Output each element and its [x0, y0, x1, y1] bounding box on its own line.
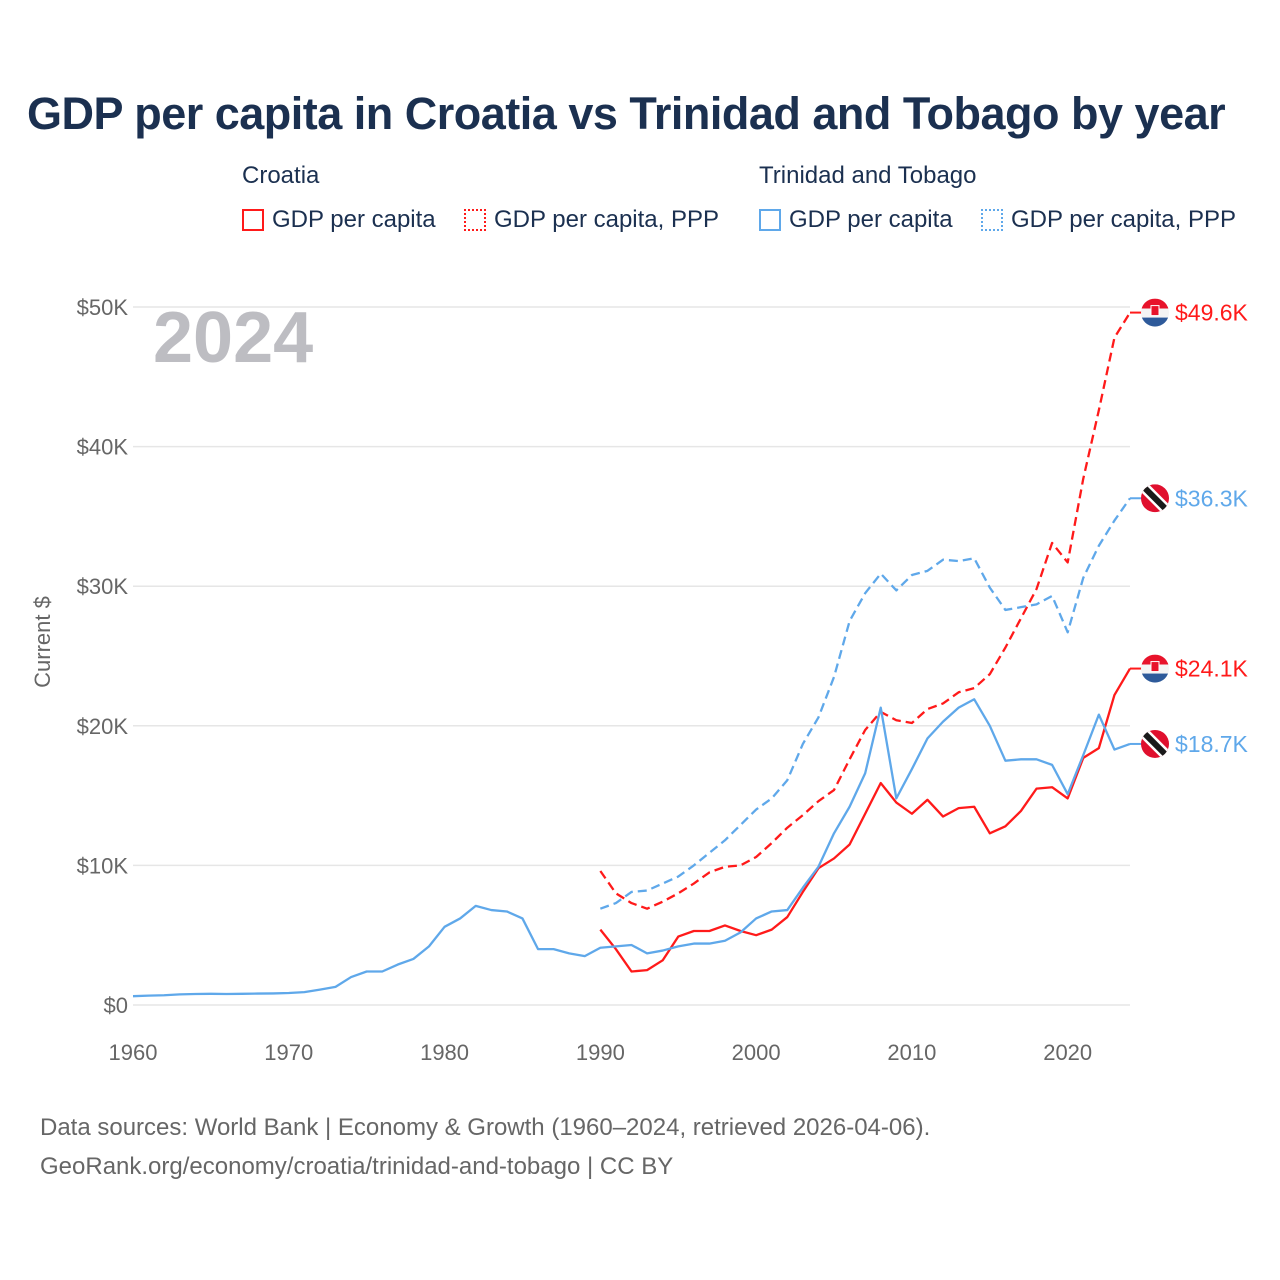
legend-item-trinidad-ppp[interactable]: GDP per capita, PPP [981, 206, 1236, 234]
trinidad-flag-icon [1141, 729, 1169, 758]
series-line-2 [132, 698, 1131, 998]
x-tick-label: 1970 [264, 1040, 313, 1065]
chart-title: GDP per capita in Croatia vs Trinidad an… [27, 88, 1226, 139]
series-line-1 [599, 311, 1131, 910]
legend-label: GDP per capita [272, 206, 436, 233]
end-value-label: $49.6K [1175, 300, 1249, 326]
legend-swatch-solid [242, 209, 264, 231]
y-tick-label: $0 [104, 993, 128, 1018]
legend-label: GDP per capita [789, 206, 953, 233]
x-tick-label: 2010 [887, 1040, 936, 1065]
source-note: Data sources: World Bank | Economy & Gro… [40, 1108, 930, 1186]
end-value-label: $24.1K [1175, 656, 1249, 682]
croatia-flag-icon [1141, 298, 1169, 327]
legend-group-trinidad: Trinidad and Tobago [759, 162, 977, 189]
y-tick-label: $40K [77, 435, 129, 460]
legend-group-croatia: Croatia [242, 162, 320, 189]
trinidad-flag-icon [1141, 484, 1169, 513]
series-line-0 [599, 667, 1131, 973]
x-tick-label: 1960 [109, 1040, 158, 1065]
legend-swatch-dotted [464, 209, 486, 231]
legend-label: GDP per capita, PPP [1011, 206, 1236, 233]
end-value-label: $18.7K [1175, 731, 1249, 757]
end-value-label: $36.3K [1175, 485, 1249, 511]
legend-item-croatia-gdp[interactable]: GDP per capita [242, 206, 436, 234]
legend-label: GDP per capita, PPP [494, 206, 719, 233]
y-tick-label: $30K [77, 574, 129, 599]
legend-swatch-dotted [981, 209, 1003, 231]
year-watermark: 2024 [153, 298, 313, 378]
x-tick-label: 2020 [1043, 1040, 1092, 1065]
legend-swatch-solid [759, 209, 781, 231]
x-tick-label: 1990 [576, 1040, 625, 1065]
legend-item-croatia-ppp[interactable]: GDP per capita, PPP [464, 206, 719, 234]
x-tick-label: 2000 [732, 1040, 781, 1065]
x-tick-label: 1980 [420, 1040, 469, 1065]
y-tick-label: $10K [77, 853, 129, 878]
source-line-2[interactable]: GeoRank.org/economy/croatia/trinidad-and… [40, 1153, 674, 1180]
series-line-3 [599, 497, 1131, 910]
y-tick-label: $20K [77, 714, 129, 739]
source-line-1: Data sources: World Bank | Economy & Gro… [40, 1114, 931, 1141]
y-tick-label: $50K [77, 295, 129, 320]
legend-item-trinidad-gdp[interactable]: GDP per capita [759, 206, 953, 234]
croatia-flag-icon [1141, 654, 1169, 683]
y-axis-label: Current $ [30, 596, 55, 688]
